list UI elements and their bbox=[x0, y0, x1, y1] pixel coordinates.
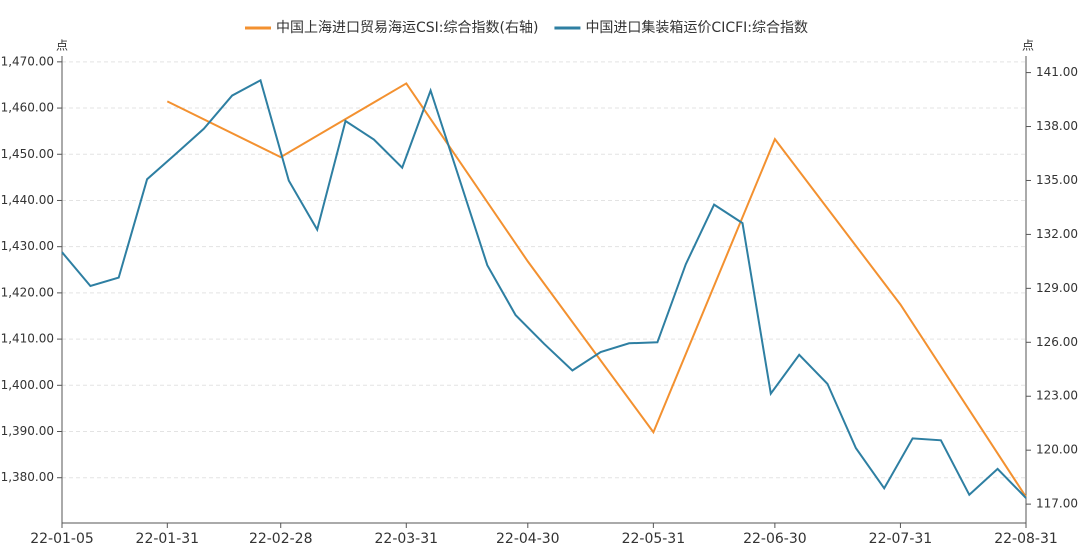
y-tick-label: 1,390.00 bbox=[1, 424, 54, 438]
y2-tick-label: 132.00 bbox=[1036, 227, 1078, 241]
series-line bbox=[166, 82, 1027, 498]
series-line bbox=[61, 78, 1027, 499]
legend: 中国上海进口贸易海运CSI:综合指数(右轴) 中国进口集装箱运价CICFI:综合指… bbox=[245, 19, 808, 36]
left-unit: 点 bbox=[56, 39, 68, 53]
x-tick-label: 22-01-31 bbox=[136, 531, 200, 547]
y-tick-label: 1,410.00 bbox=[1, 332, 54, 346]
legend-label: 中国上海进口贸易海运CSI:综合指数(右轴) bbox=[276, 20, 538, 36]
y-tick-label: 1,420.00 bbox=[1, 285, 54, 299]
y2-tick-label: 117.00 bbox=[1036, 497, 1078, 511]
x-tick-label: 22-06-30 bbox=[743, 531, 807, 547]
x-tick-label: 22-04-30 bbox=[496, 531, 560, 547]
legend-label: 中国进口集装箱运价CICFI:综合指数 bbox=[585, 19, 808, 36]
x-tick-label: 22-07-31 bbox=[869, 531, 933, 547]
x-tick-label: 22-02-28 bbox=[249, 531, 313, 547]
right-unit: 点 bbox=[1022, 39, 1034, 53]
y2-tick-label: 141.00 bbox=[1036, 65, 1078, 79]
x-tick-label: 22-01-05 bbox=[30, 531, 94, 547]
y2-tick-label: 135.00 bbox=[1036, 173, 1078, 187]
y2-tick-label: 129.00 bbox=[1036, 281, 1078, 295]
x-tick-label: 22-05-31 bbox=[622, 531, 686, 547]
x-tick-label: 22-08-31 bbox=[994, 531, 1058, 547]
y2-tick-label: 126.00 bbox=[1036, 335, 1078, 349]
y-tick-label: 1,400.00 bbox=[1, 378, 54, 392]
y-tick-label: 1,430.00 bbox=[1, 239, 54, 253]
y-tick-label: 1,440.00 bbox=[1, 193, 54, 207]
y2-tick-label: 123.00 bbox=[1036, 389, 1078, 403]
x-tick-label: 22-03-31 bbox=[375, 531, 439, 547]
y-tick-label: 1,380.00 bbox=[1, 470, 54, 484]
y-tick-label: 1,460.00 bbox=[1, 101, 54, 115]
y2-tick-label: 120.00 bbox=[1036, 443, 1078, 457]
y-tick-label: 1,450.00 bbox=[1, 147, 54, 161]
y2-tick-label: 138.00 bbox=[1036, 119, 1078, 133]
y-tick-label: 1,470.00 bbox=[1, 54, 54, 68]
